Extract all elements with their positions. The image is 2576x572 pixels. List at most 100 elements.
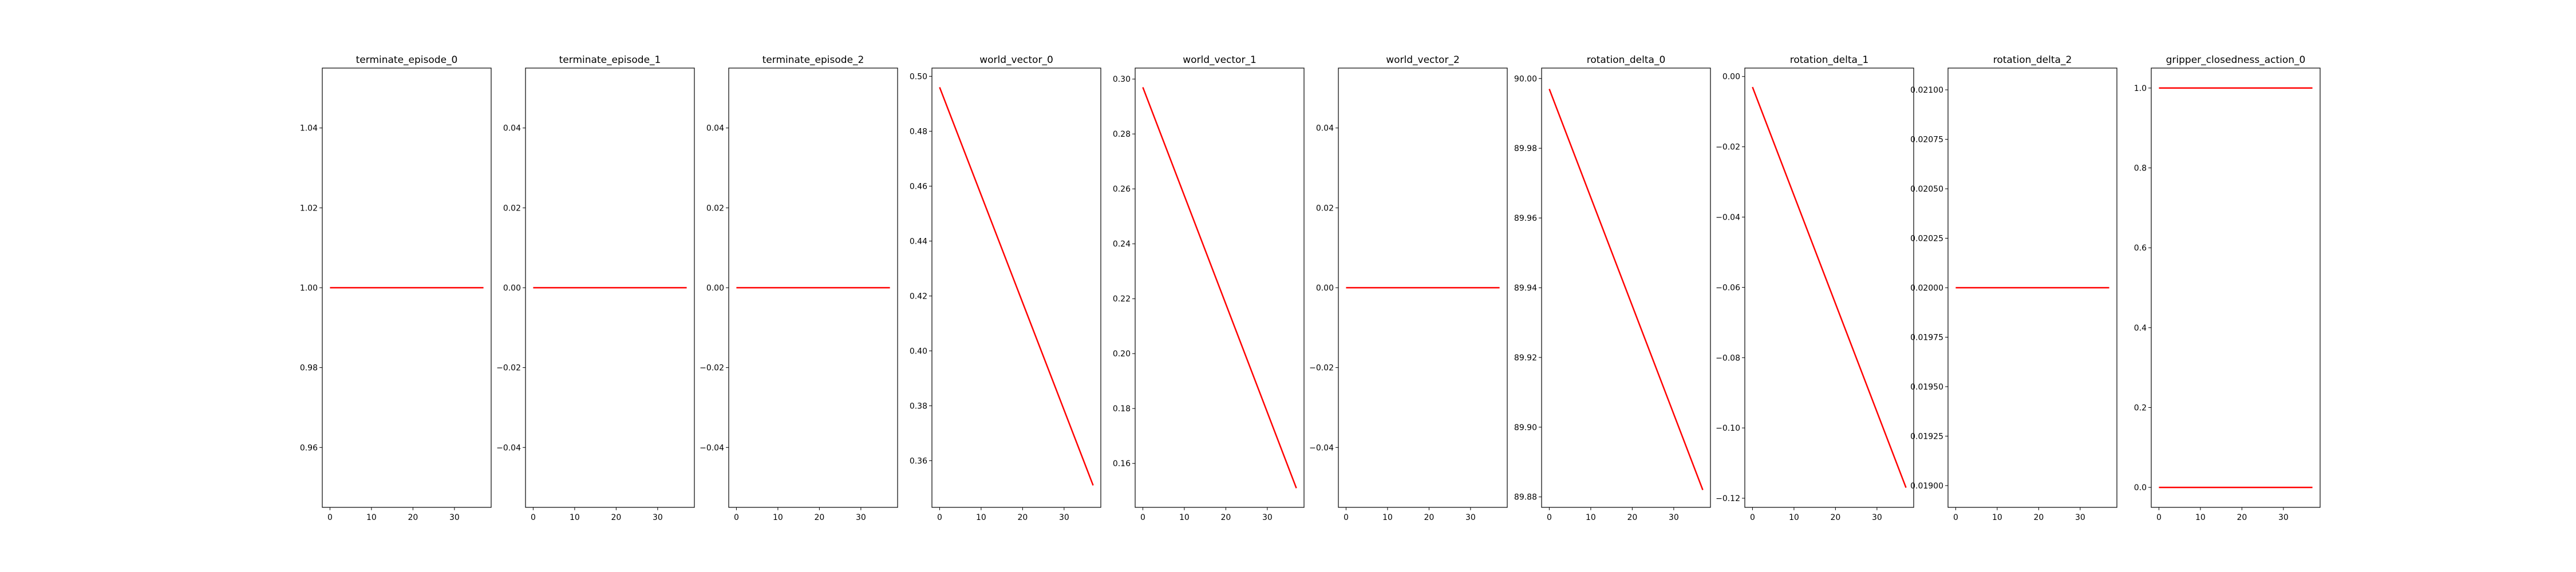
x-tick-label: 20 — [814, 513, 824, 522]
x-tick-label: 10 — [1382, 513, 1393, 522]
x-tick-label: 0 — [531, 513, 536, 522]
y-tick-label: 0.00 — [1722, 73, 1740, 82]
y-tick-label: −0.04 — [496, 443, 521, 452]
y-tick-label: 0.38 — [910, 402, 927, 411]
subplot-grid: terminate_episode_00 10 20 300.960.981.001.… — [300, 54, 2321, 522]
x-tick-label: 30 — [856, 513, 866, 522]
x-tick-label: 0 — [1547, 513, 1552, 522]
x-tick-label: 10 — [976, 513, 986, 522]
x-tick-label: 10 — [1992, 513, 2002, 522]
x-tick-label: 30 — [2278, 513, 2289, 522]
y-tick-label: 1.00 — [300, 284, 318, 293]
y-tick-label: 0.44 — [910, 237, 927, 246]
y-tick-label: −0.02 — [496, 364, 521, 373]
y-tick-label: 0.4 — [2134, 324, 2147, 333]
subplot-7: rotation_delta_0 0 10 20 30 89.88 89.90 89.92 89… — [1514, 54, 1711, 522]
y-tick-label: −0.04 — [1716, 213, 1740, 223]
x-tick-label: 10 — [570, 513, 580, 522]
y-tick-label: −0.02 — [700, 364, 724, 373]
subplot-title: world_vector_0 — [979, 54, 1053, 66]
x-tick-label: 20 — [1627, 513, 1637, 522]
subplot-9: rotation_delta_2 0 10 20 30 0.01900 0.01925 0.0… — [1910, 54, 2117, 522]
y-tick-label: 0.30 — [1113, 75, 1131, 84]
y-tick-label: 0.42 — [910, 292, 927, 301]
y-tick-label: 0.22 — [1113, 295, 1131, 304]
x-tick-label: 10 — [1586, 513, 1596, 522]
axes-frame — [525, 67, 695, 508]
x-tick-label: 30 — [1059, 513, 1069, 522]
y-tick-label: 89.88 — [1514, 493, 1537, 502]
y-tick-label: 0.48 — [910, 127, 927, 136]
y-tick-label: 0.04 — [1316, 124, 1334, 133]
x-tick-label: 30 — [1872, 513, 1882, 522]
subplot-title: rotation_delta_2 — [1993, 54, 2072, 66]
y-tick-label: 0.50 — [910, 72, 927, 81]
subplot-4: world_vector_0 0 10 20 30 0.36 0.38 0.40 0.42 0.4… — [910, 54, 1101, 522]
y-tick-label: 0.0 — [2134, 483, 2147, 492]
x-tick-label: 20 — [611, 513, 621, 522]
axes-frame — [1338, 67, 1508, 508]
y-tick-label: 0.00 — [1316, 284, 1334, 293]
y-tick-label: 89.94 — [1514, 284, 1537, 293]
y-tick-label: 0.26 — [1113, 185, 1131, 194]
y-tick-label: 89.92 — [1514, 353, 1537, 363]
y-tick-label: −0.04 — [1309, 443, 1334, 452]
x-tick-label: 0 — [1750, 513, 1755, 522]
y-tick-label: 0.01900 — [1910, 482, 1943, 491]
y-tick-label: 0.02100 — [1910, 86, 1943, 95]
axes-frame — [728, 67, 898, 508]
y-tick-label: 90.00 — [1514, 74, 1537, 84]
x-tick-label: 0 — [1140, 513, 1145, 522]
y-tick-label: 1.02 — [300, 204, 318, 213]
y-tick-label: 0.28 — [1113, 130, 1131, 139]
x-tick-label: 20 — [1220, 513, 1231, 522]
y-tick-label: 89.96 — [1514, 214, 1537, 223]
x-tick-label: 10 — [1179, 513, 1190, 522]
x-tick-label: 0 — [1344, 513, 1349, 522]
y-tick-label: 0.2 — [2134, 403, 2147, 412]
x-tick-label: 30 — [1669, 513, 1679, 522]
y-tick-label: 0.02 — [706, 204, 724, 213]
y-tick-label: 0.8 — [2134, 164, 2147, 173]
subplot-title: gripper_closedness_action_0 — [2166, 54, 2306, 66]
y-tick-label: 0.98 — [300, 364, 318, 373]
subplot-10: gripper_closedness_action_0 0 10 20 30 0.0 0.2… — [2134, 54, 2321, 522]
x-tick-label: 30 — [2075, 513, 2085, 522]
y-tick-label: 1.04 — [300, 124, 318, 133]
y-tick-label: 89.90 — [1514, 423, 1537, 432]
x-tick-label: 0 — [937, 513, 942, 522]
y-tick-label: −0.02 — [1716, 143, 1740, 152]
subplot-title: terminate_episode_2 — [762, 54, 864, 66]
subplot-6: world_vector_2 0 10 20 30 −0.04 −0.02 0.00 0.02 0… — [1309, 54, 1508, 522]
x-tick-label: 20 — [1424, 513, 1434, 522]
x-tick-label: 20 — [408, 513, 418, 522]
y-tick-label: 0.24 — [1113, 240, 1131, 249]
x-tick-label: 20 — [2237, 513, 2247, 522]
x-tick-label: 10 — [2195, 513, 2206, 522]
x-tick-label: 30 — [1262, 513, 1273, 522]
x-tick-label: 10 — [1789, 513, 1799, 522]
y-tick-label: 0.04 — [706, 124, 724, 133]
y-tick-label: 0.02000 — [1910, 284, 1943, 293]
subplot-title: rotation_delta_0 — [1587, 54, 1666, 66]
y-tick-label: 0.02 — [1316, 204, 1334, 213]
y-tick-label: 0.02025 — [1910, 235, 1943, 244]
y-tick-label: 89.98 — [1514, 144, 1537, 153]
y-tick-label: −0.04 — [700, 443, 724, 452]
subplot-title: rotation_delta_1 — [1790, 54, 1869, 66]
subplot-3: terminate_episode_2 0 10 20 30 −0.04 −0.02 0.00… — [700, 54, 898, 522]
y-tick-label: 0.40 — [910, 347, 927, 356]
y-tick-label: −0.10 — [1716, 424, 1740, 433]
axes-frame — [931, 67, 1101, 508]
x-tick-label: 20 — [2033, 513, 2044, 522]
x-tick-label: 0 — [734, 513, 739, 522]
x-tick-label: 0 — [327, 513, 333, 522]
y-tick-label: −0.12 — [1716, 494, 1740, 503]
x-tick-label: 20 — [1017, 513, 1028, 522]
y-tick-label: −0.02 — [1309, 364, 1334, 373]
y-tick-label: 1.0 — [2134, 84, 2147, 93]
x-tick-label: 0 — [1953, 513, 1958, 522]
axes-frame — [1135, 67, 1305, 508]
